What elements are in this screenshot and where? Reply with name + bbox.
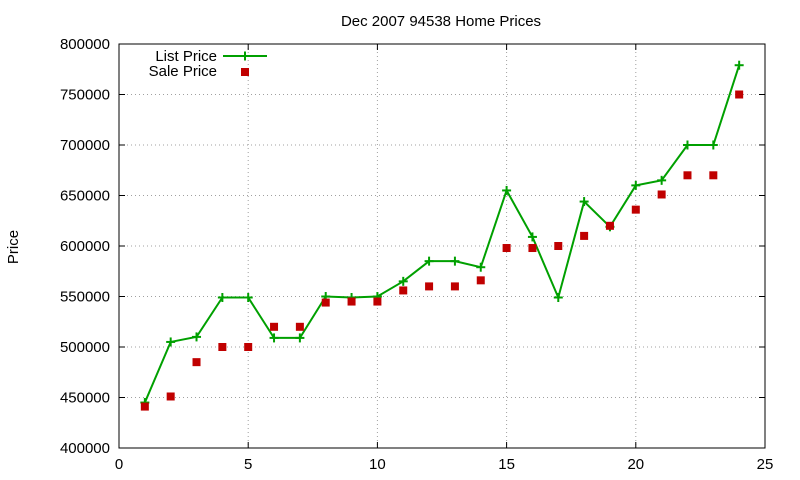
sale-price-point xyxy=(192,358,201,367)
series-layer xyxy=(140,60,744,411)
y-tick-label: 700000 xyxy=(60,137,110,154)
sale-price-point xyxy=(580,231,589,240)
x-tick-label: 25 xyxy=(757,456,774,473)
list-price-point xyxy=(424,256,434,266)
sale-price-point xyxy=(321,298,330,307)
list-price-point xyxy=(192,332,202,342)
y-tick-label: 650000 xyxy=(60,188,110,205)
grid xyxy=(119,44,765,448)
legend-swatch-sale-price xyxy=(241,68,249,76)
sale-price-point xyxy=(373,297,382,306)
sale-price-point xyxy=(683,171,692,180)
sale-price-point xyxy=(218,343,227,351)
y-tick-label: 600000 xyxy=(60,238,110,255)
chart-title: Dec 2007 94538 Home Prices xyxy=(341,13,541,30)
sale-price-point xyxy=(476,276,485,285)
list-price-point xyxy=(243,293,253,303)
sale-price-point xyxy=(270,322,279,331)
list-price-point xyxy=(166,337,176,347)
x-tick-label: 0 xyxy=(115,456,123,473)
x-tick-label: 5 xyxy=(244,456,252,473)
x-tick-label: 10 xyxy=(369,456,386,473)
list-price-point xyxy=(553,293,563,303)
sale-price-point xyxy=(657,190,666,199)
list-price-point xyxy=(631,180,641,190)
sale-price-point xyxy=(554,242,563,250)
list-price-point xyxy=(579,197,589,207)
sale-price-point xyxy=(399,286,408,295)
legend-label-sale-price: Sale Price xyxy=(149,63,217,80)
sale-price-point xyxy=(605,221,614,230)
sale-price-point xyxy=(528,244,537,253)
list-price-point xyxy=(398,276,408,286)
sale-price-point xyxy=(631,205,640,214)
list-price-point xyxy=(682,140,692,150)
list-price-point xyxy=(450,256,460,266)
list-price-point xyxy=(269,333,279,343)
sale-price-point xyxy=(166,392,175,401)
list-price-point xyxy=(295,333,305,343)
y-axis-label: Price xyxy=(5,230,22,264)
y-tick-label: 750000 xyxy=(60,87,110,104)
x-tick-label: 15 xyxy=(498,456,515,473)
list-price-point xyxy=(502,185,512,195)
axis-ticks: 0 5 10 15 20 25 400000 450000 500000 550000 600000… xyxy=(60,36,773,473)
sale-price-point xyxy=(140,402,149,411)
list-price-point xyxy=(527,232,537,242)
sale-price-point xyxy=(709,171,718,180)
list-price-point xyxy=(657,175,667,185)
sale-price-point xyxy=(347,297,356,306)
sale-price-point xyxy=(244,343,253,351)
sale-price-point xyxy=(295,322,304,331)
sale-price-point xyxy=(502,244,511,253)
list-price-point xyxy=(476,262,486,272)
legend-label-list-price: List Price xyxy=(155,48,217,65)
plot-frame xyxy=(118,43,766,449)
y-tick-label: 450000 xyxy=(60,390,110,407)
list-price-point xyxy=(734,60,744,70)
y-tick-label: 400000 xyxy=(60,440,110,457)
list-price-point xyxy=(708,140,718,150)
sale-price-point xyxy=(735,90,744,99)
x-tick-label: 20 xyxy=(627,456,644,473)
list-price-point xyxy=(217,293,227,303)
y-tick-label: 550000 xyxy=(60,289,110,306)
y-tick-label: 800000 xyxy=(60,36,110,53)
list-price-line xyxy=(143,64,741,403)
y-tick-label: 500000 xyxy=(60,339,110,356)
sale-price-point xyxy=(425,282,434,291)
sale-price-point xyxy=(450,282,459,291)
